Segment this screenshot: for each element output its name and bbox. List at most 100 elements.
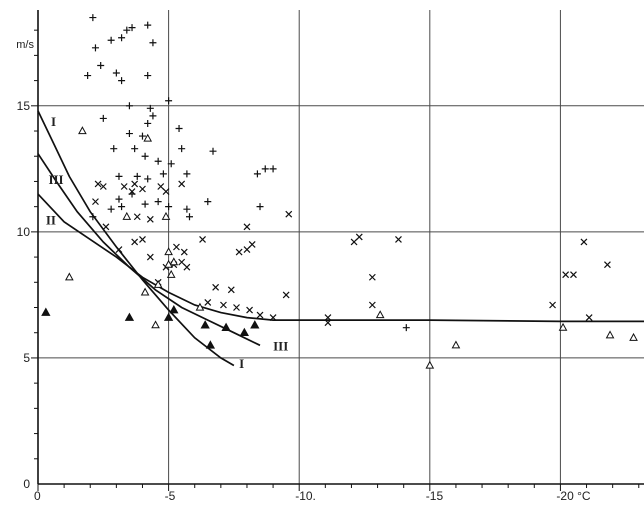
plus-marker [118, 34, 126, 42]
curves [37, 110, 644, 367]
cross-marker [220, 301, 227, 309]
open-triangle-marker [195, 302, 205, 311]
filled-triangle-marker [124, 312, 135, 321]
plus-marker [253, 170, 261, 178]
open-triangle-marker [451, 340, 461, 349]
curve-label-i-end: I [239, 356, 244, 371]
plus-marker [183, 170, 191, 178]
plus-marker [144, 119, 152, 127]
plus-marker [204, 198, 212, 206]
cross-marker [233, 304, 240, 311]
cross-marker [180, 248, 188, 256]
open-triangle-marker [375, 310, 385, 319]
cross-marker [99, 183, 107, 190]
cross-marker [146, 215, 154, 223]
plus-marker [154, 157, 162, 165]
x-tick-label: -20 °C [556, 489, 590, 503]
cross-marker [243, 246, 251, 253]
plus-marker [175, 125, 183, 132]
filled-triangle-marker [250, 320, 260, 329]
plus-marker [84, 72, 92, 80]
y-tick-label: 5 [23, 351, 30, 365]
cross-marker [146, 253, 154, 261]
cross-marker [395, 236, 402, 243]
cross-marker [285, 210, 293, 218]
cross-marker [324, 314, 332, 322]
cross-marker [246, 306, 254, 314]
cross-marker [199, 236, 206, 243]
cross-marker [549, 301, 557, 309]
plus-marker [115, 195, 123, 203]
cross-marker [235, 248, 243, 256]
plus-marker [178, 145, 186, 153]
cross-marker [212, 283, 220, 291]
plus-marker [144, 21, 152, 29]
filled-triangle-marker [163, 312, 174, 321]
curve-iii [37, 153, 261, 347]
cross-marker [178, 180, 186, 188]
cross-marker [133, 213, 141, 221]
cross-marker [178, 258, 186, 266]
cross-marker [243, 223, 251, 231]
cross-marker [269, 314, 277, 322]
filled-triangle-marker [200, 320, 210, 329]
cross-marker [368, 273, 376, 281]
plus-marker [89, 213, 97, 221]
plus-marker [159, 170, 167, 178]
cross-marker [227, 286, 235, 294]
cross-marker [324, 319, 332, 327]
plus-marker [118, 77, 126, 85]
plus-marker [186, 213, 193, 221]
cross-marker [585, 314, 593, 322]
plus-marker [107, 205, 115, 213]
cross-marker [92, 198, 99, 206]
plus-marker [144, 175, 152, 183]
filled-triangle-marker [169, 305, 179, 314]
cross-marker [562, 271, 570, 279]
filled-triangle-marker [41, 307, 51, 316]
x-tick-label: -5 [165, 489, 176, 503]
cross-marker [604, 261, 611, 269]
filled-triangle-marker [239, 327, 250, 337]
cross-marker [256, 311, 264, 319]
plus-marker [167, 160, 175, 168]
open-triangle-marker [122, 211, 132, 220]
plus-marker [209, 147, 217, 155]
filled-triangle-marker [205, 340, 216, 349]
open-triangle-marker [153, 279, 163, 288]
cross-marker [94, 180, 102, 188]
y-unit-label: m/s [16, 39, 34, 51]
cross-marker [131, 238, 139, 246]
plus-marker [131, 145, 139, 153]
cross-marker [139, 185, 146, 193]
cross-marker [102, 223, 110, 231]
plus-marker [183, 205, 191, 213]
plus-marker [165, 97, 173, 105]
plus-marker [118, 203, 126, 211]
curve-label-i: I [51, 114, 56, 129]
plus-marker [91, 44, 99, 52]
plus-marker [154, 198, 162, 206]
open-triangle-marker [166, 269, 176, 278]
cross-marker [120, 183, 128, 190]
y-tick-label: 0 [23, 477, 30, 491]
plus-marker [269, 165, 277, 173]
open-triangle-marker [558, 322, 568, 331]
plus-marker [138, 132, 146, 140]
cross-marker [173, 243, 180, 251]
open-triangle-marker [425, 360, 435, 369]
plus-marker [115, 172, 123, 180]
plus-marker [141, 200, 149, 208]
cross-marker [204, 299, 212, 306]
cross-marker [248, 241, 256, 248]
cross-marker [350, 238, 358, 246]
cross-marker [570, 271, 577, 279]
plus-marker [97, 61, 105, 69]
cross-marker [282, 291, 290, 299]
plus-marker [89, 14, 97, 22]
plus-marker [125, 130, 133, 138]
open-triangle-marker [65, 272, 74, 281]
open-triangle-marker [164, 259, 173, 268]
